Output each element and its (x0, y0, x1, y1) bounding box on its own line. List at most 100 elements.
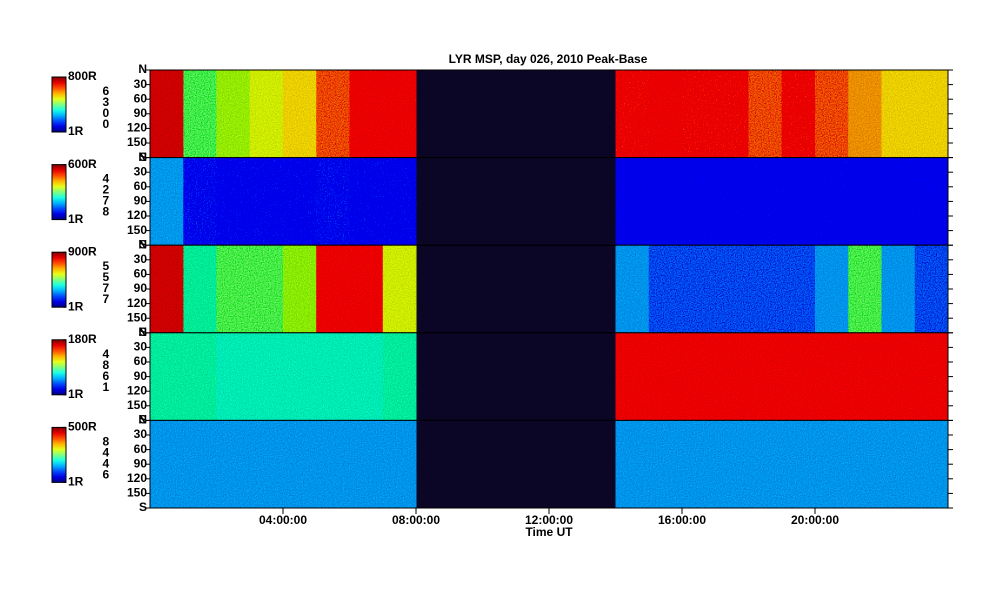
heatmap-cell (815, 420, 849, 508)
heatmap-cell (216, 332, 251, 421)
heatmap-cell (815, 70, 849, 158)
heatmap-cell (249, 157, 284, 246)
colorbar (51, 76, 67, 133)
y-tick-label: 30 (134, 77, 148, 91)
heatmap-cell (648, 157, 683, 246)
wavelength-label: 4278 (99, 172, 113, 216)
heatmap-cell (781, 157, 816, 246)
heatmap-cell (815, 157, 849, 246)
heatmap-cell (848, 332, 882, 421)
y-tick-label: S (139, 237, 147, 251)
x-tick-label: 12:00:00 (525, 513, 573, 527)
y-tick-label: 90 (134, 456, 148, 470)
heatmap-cell (781, 332, 816, 421)
heatmap-cell (183, 332, 217, 421)
heatmap-cell (715, 157, 749, 246)
chart-title: LYR MSP, day 026, 2010 Peak-Base (449, 52, 648, 66)
y-tick-label: N (138, 62, 147, 76)
heatmap-cell (183, 157, 217, 246)
heatmap-cell (382, 332, 417, 421)
y-tick-label: 150 (127, 398, 147, 412)
heatmap-cell (382, 245, 417, 333)
heatmap-cell (283, 70, 317, 158)
x-tick-label: 04:00:00 (259, 513, 307, 527)
y-tick-label: 120 (127, 383, 147, 397)
heatmap-cell (914, 420, 949, 508)
colorbar (51, 426, 67, 483)
heatmap-cell (316, 70, 350, 158)
heatmap-cell (183, 420, 217, 508)
heatmap-cell (216, 70, 251, 158)
y-tick-label: 60 (134, 267, 148, 281)
heatmap-cell (150, 70, 184, 158)
y-tick-label: N (138, 237, 147, 251)
y-tick-label: 150 (127, 310, 147, 324)
heatmap-panel (150, 332, 949, 421)
heatmap-cell (715, 70, 749, 158)
wavelength-label: 6300 (99, 84, 113, 128)
y-tick-label: N (138, 150, 147, 164)
heatmap-cell (881, 157, 916, 246)
heatmap-cell (150, 157, 184, 246)
heatmap-cell (682, 157, 716, 246)
heatmap-cell (249, 332, 284, 421)
colorbar-label: 500R (68, 420, 97, 434)
y-tick-label: 60 (134, 354, 148, 368)
heatmap-cell (615, 70, 650, 158)
heatmap-panel (150, 157, 949, 246)
heatmap-cell (715, 420, 749, 508)
heatmap-cell (815, 245, 849, 333)
y-tick-label: 90 (134, 106, 148, 120)
colorbar (51, 251, 67, 308)
heatmap-cell (382, 420, 417, 508)
heatmap-cell (748, 420, 783, 508)
y-tick-label: 60 (134, 91, 148, 105)
heatmap-cell (781, 420, 816, 508)
x-tick-label: 08:00:00 (392, 513, 440, 527)
y-tick-label: S (139, 325, 147, 339)
heatmap-cell (183, 245, 217, 333)
heatmap-cell (615, 245, 650, 333)
heatmap-cell (914, 157, 949, 246)
heatmap-panel (150, 420, 949, 508)
x-tick-label: 20:00:00 (791, 513, 839, 527)
heatmap-cell (349, 332, 384, 421)
heatmap-cell (283, 420, 317, 508)
heatmap-cell (283, 245, 317, 333)
y-tick-label: 120 (127, 471, 147, 485)
wavelength-label: 8446 (99, 434, 113, 478)
heatmap-cell (349, 157, 384, 246)
heatmap-cell (914, 332, 949, 421)
colorbar (51, 339, 67, 396)
wavelength-label: 4861 (99, 347, 113, 391)
heatmap-cell (881, 70, 916, 158)
y-tick-label: 150 (127, 223, 147, 237)
heatmap-cell (216, 245, 251, 333)
heatmap-cell (216, 157, 251, 246)
y-tick-label: 150 (127, 135, 147, 149)
heatmap-cell (316, 157, 350, 246)
y-tick-label: 90 (134, 281, 148, 295)
heatmap-cell (316, 332, 350, 421)
y-tick-label: S (139, 413, 147, 427)
heatmap-cell (648, 70, 683, 158)
colorbar-label: 1R (68, 387, 84, 401)
y-tick-label: 150 (127, 486, 147, 500)
heatmap-cell (382, 157, 417, 246)
y-tick-label: 90 (134, 194, 148, 208)
heatmap-cell (682, 70, 716, 158)
heatmap-cell (150, 420, 184, 508)
heatmap-cell (648, 332, 683, 421)
heatmap-cell (748, 70, 783, 158)
heatmap-cell (349, 420, 384, 508)
heatmap-cell (781, 70, 816, 158)
colorbar-label: 1R (68, 212, 84, 226)
heatmap-panel (150, 70, 949, 158)
y-tick-label: 120 (127, 208, 147, 222)
heatmap-cell (781, 245, 816, 333)
colorbar-label: 600R (68, 157, 97, 171)
heatmap-cell (150, 332, 184, 421)
heatmap-cell (748, 245, 783, 333)
heatmap-panel (150, 245, 949, 333)
